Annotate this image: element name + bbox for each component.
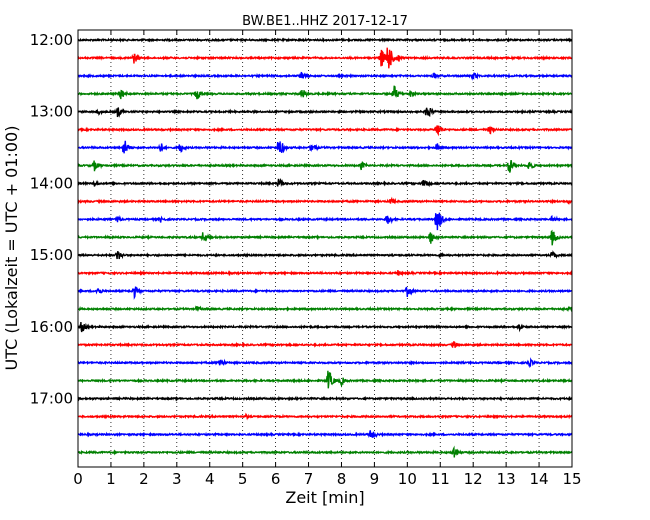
x-tick-label: 13 [497,470,516,488]
trace-row [77,445,573,458]
y-tick-label: 14:00 [30,174,73,192]
x-tick-label: 14 [530,470,549,488]
x-tick-label: 7 [304,470,314,488]
chart-title: BW.BE1..HHZ 2017-12-17 [242,14,408,29]
trace-row [77,430,573,439]
trace-row [77,212,573,231]
trace-row [77,196,573,205]
x-tick-label: 2 [139,470,149,488]
y-tick-label: 16:00 [30,318,73,336]
x-tick-label: 15 [562,470,581,488]
x-tick-label: 6 [271,470,281,488]
x-tick-label: 0 [73,470,83,488]
y-tick-label: 13:00 [30,103,73,121]
x-tick-label: 11 [431,470,450,488]
trace-row [77,140,573,154]
x-tick-label: 10 [398,470,417,488]
trace-row [77,341,573,349]
y-tick-label: 12:00 [30,31,73,49]
x-tick-label: 12 [464,470,483,488]
seismic-traces [77,37,573,458]
vertical-gridlines [110,30,540,467]
x-tick-label: 5 [238,470,248,488]
trace-row [77,125,573,137]
trace-row [77,270,573,277]
trace-row [77,286,573,300]
x-axis-label: Zeit [min] [285,488,364,507]
trace-row [77,250,573,260]
trace-row [77,395,573,402]
y-axis-ticks: 12:00 13:00 14:00 15:00 16:00 17:00 [30,31,572,408]
plot-frame [77,29,573,468]
trace-row [77,321,573,333]
trace-row [77,107,573,118]
trace-row [77,357,573,369]
trace-row [77,178,573,188]
trace-row [77,85,573,100]
trace-row [77,370,573,389]
trace-row [77,159,573,173]
y-tick-label: 15:00 [30,246,73,264]
x-tick-label: 3 [172,470,182,488]
y-tick-label: 17:00 [30,390,73,408]
trace-row [77,305,573,313]
trace-row [77,37,573,43]
trace-row [77,71,573,81]
trace-row [77,412,573,421]
x-tick-label: 8 [337,470,347,488]
trace-row [77,47,573,69]
x-tick-label: 4 [205,470,215,488]
x-tick-label: 9 [370,470,380,488]
y-axis-label: UTC (Lokalzeit = UTC + 01:00) [2,126,21,371]
x-tick-label: 1 [106,470,116,488]
trace-row [77,229,573,246]
x-axis-ticks: 0 1 2 3 4 5 6 7 8 9 10 11 12 13 14 15 [73,30,582,488]
